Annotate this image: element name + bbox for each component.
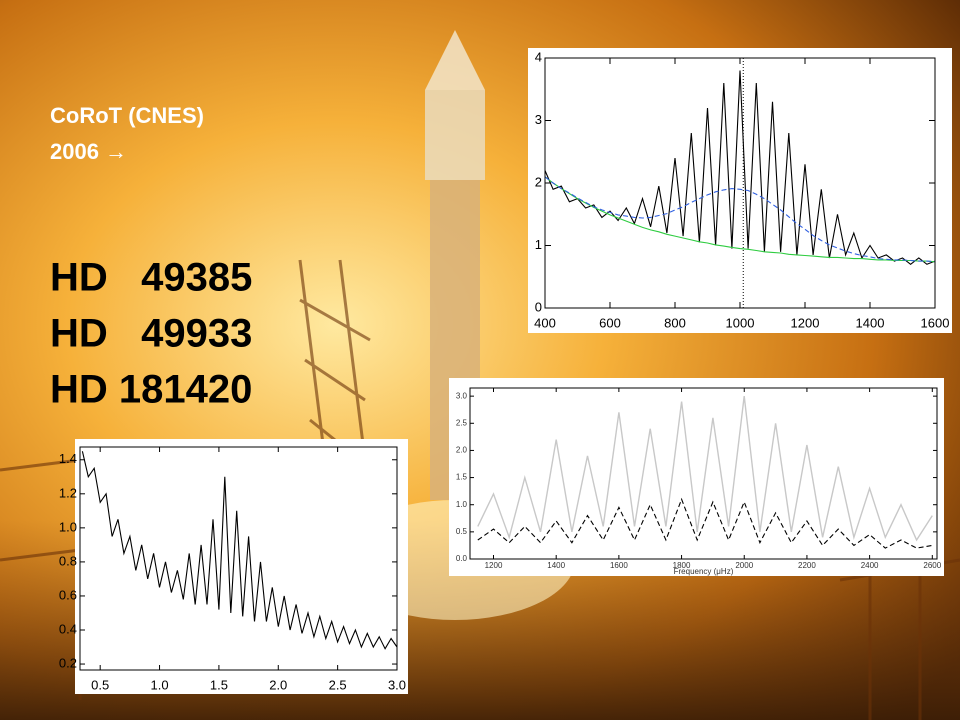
- x-tick-label: 2600: [923, 561, 941, 570]
- x-tick-label: 2000: [735, 561, 753, 570]
- y-tick-label: 1.4: [59, 451, 77, 466]
- year-label: 2006 →: [50, 139, 127, 164]
- series-line: [477, 396, 933, 542]
- target-star: HD 49385: [50, 256, 252, 300]
- series-line: [544, 176, 936, 263]
- x-tick-label: 1.0: [151, 677, 169, 692]
- chart-panel: [528, 48, 952, 333]
- x-tick-label: 400: [534, 315, 556, 330]
- x-tick-label: 3.0: [388, 677, 406, 692]
- y-tick-label: 1.0: [456, 500, 468, 509]
- x-tick-label: 1800: [673, 561, 691, 570]
- x-tick-label: 0.5: [91, 677, 109, 692]
- x-tick-label: 2.0: [269, 677, 287, 692]
- chart: 400 600 800 1000 1200 1400 1600 0 1 2 3 4: [528, 48, 952, 333]
- y-tick-label: 0.4: [59, 621, 77, 636]
- series-line: [544, 70, 936, 265]
- y-tick-label: 1.5: [456, 473, 468, 482]
- y-tick-label: 4: [535, 49, 542, 64]
- x-tick-label: 800: [664, 315, 686, 330]
- y-tick-label: 2: [535, 174, 542, 189]
- y-tick-label: 0.8: [59, 553, 77, 568]
- x-tick-label: 600: [599, 315, 621, 330]
- y-tick-label: 0.5: [456, 527, 468, 536]
- y-tick-label: 0.2: [59, 655, 77, 670]
- x-tick-label: 1200: [485, 561, 503, 570]
- x-tick-label: 1400: [856, 315, 885, 330]
- x-tick-label: 1600: [610, 561, 628, 570]
- x-tick-label: 2400: [861, 561, 879, 570]
- chart: 1200 1400 1600 1800 2000 2200 2400 2600 0.0 0.5 1.…: [449, 378, 944, 576]
- chart-panel: [75, 439, 408, 694]
- target-star: HD 49933: [50, 312, 252, 356]
- target-star: HD 181420: [50, 368, 252, 412]
- y-tick-label: 0.6: [59, 587, 77, 602]
- y-tick-label: 3: [535, 112, 542, 127]
- y-tick-label: 1.2: [59, 485, 77, 500]
- plot-frame: [469, 387, 938, 560]
- plot-frame: [79, 446, 398, 671]
- chart-panel: [449, 378, 944, 576]
- x-tick-label: 1000: [726, 315, 755, 330]
- series-line: [544, 176, 936, 263]
- y-tick-label: 2.0: [456, 446, 468, 455]
- y-tick-label: 1.0: [59, 519, 77, 534]
- y-tick-label: 2.5: [456, 418, 468, 427]
- y-tick-label: 3.0: [456, 391, 468, 400]
- x-tick-label: 2.5: [329, 677, 347, 692]
- x-tick-label: 1600: [921, 315, 950, 330]
- x-tick-label: 1400: [547, 561, 565, 570]
- y-tick-label: 1: [535, 237, 542, 252]
- x-tick-label: 1.5: [210, 677, 228, 692]
- y-tick-label: 0.0: [456, 554, 468, 563]
- series-line: [477, 497, 933, 549]
- y-tick-label: 0: [535, 299, 542, 314]
- series-line: [81, 451, 398, 650]
- mission-label: CoRoT (CNES): [50, 103, 204, 128]
- x-tick-label: 1200: [791, 315, 820, 330]
- x-tick-label: 2200: [798, 561, 816, 570]
- x-axis-label: Frequency (μHz): [674, 567, 734, 576]
- chart: 0.5 1.0 1.5 2.0 2.5 3.0 0.2 0.4 0.6 0.8 1.0 1.2 1.4: [59, 439, 408, 694]
